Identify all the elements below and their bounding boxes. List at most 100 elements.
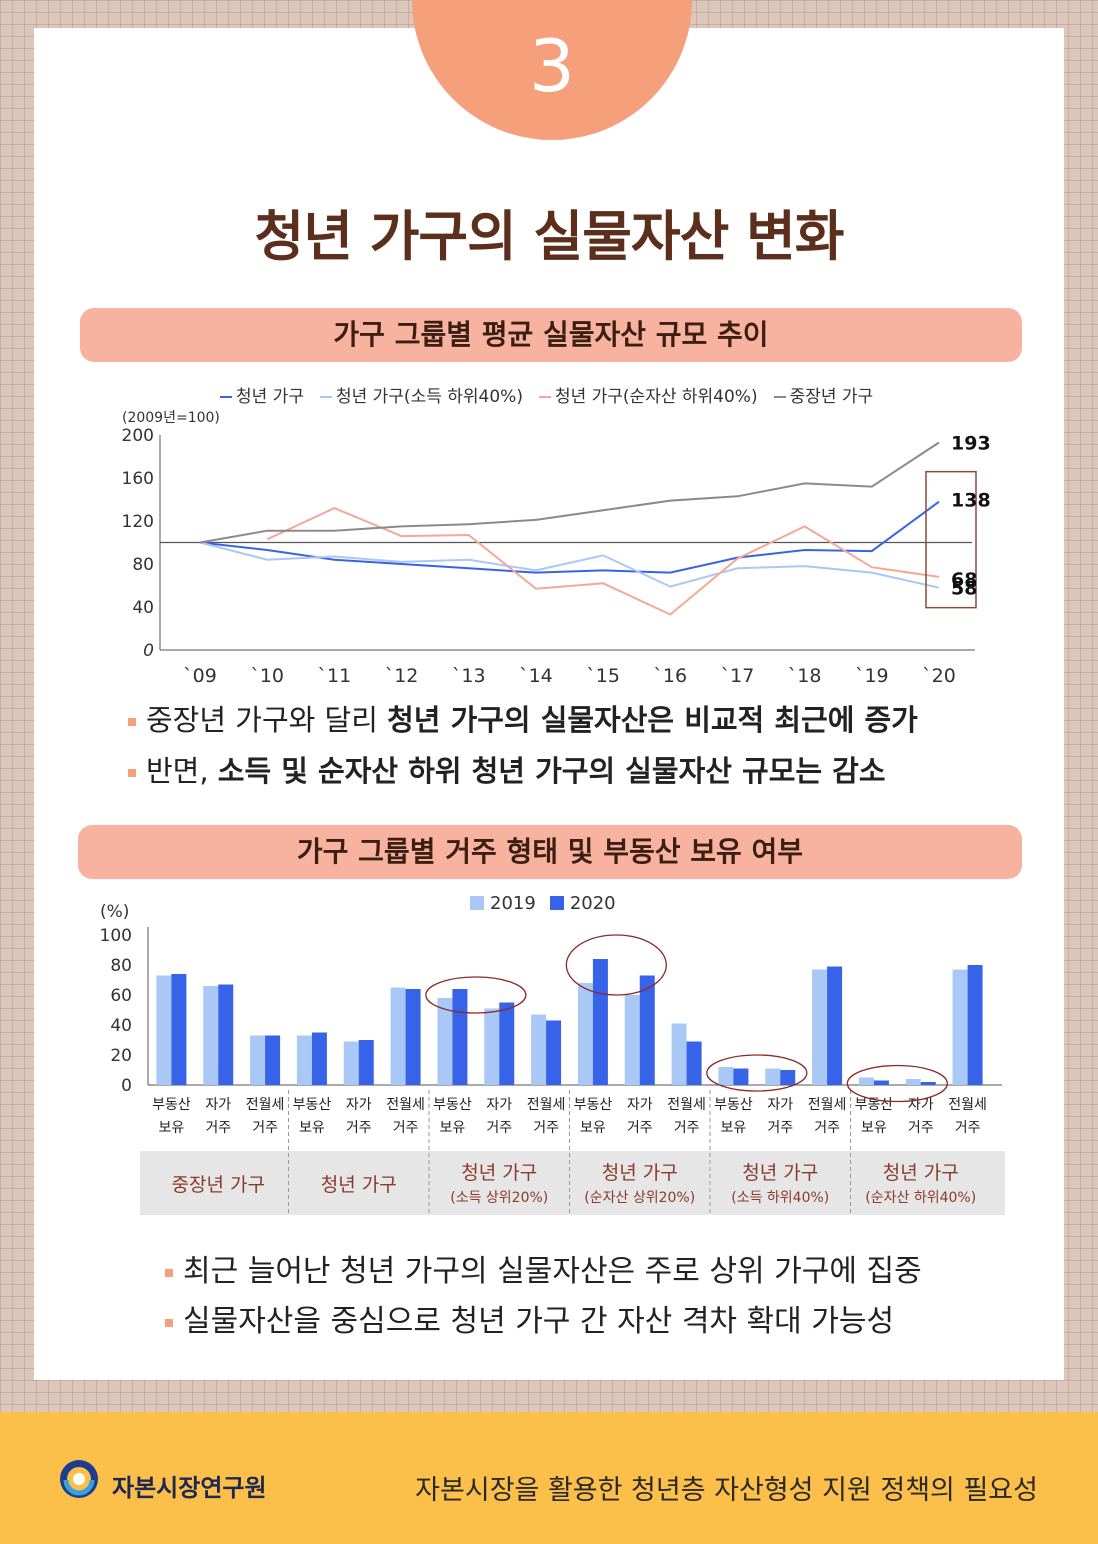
x-tick-label: `17 <box>721 665 755 687</box>
x-tick-label: 거주 <box>533 1120 559 1136</box>
x-tick-label: 거주 <box>346 1120 372 1136</box>
bar <box>905 1079 921 1085</box>
legend-swatch <box>773 396 786 398</box>
footer: 자본시장연구원 자본시장을 활용한 청년층 자산형성 지원 정책의 필요성 <box>0 1412 1098 1544</box>
x-tick-label: 거주 <box>908 1120 934 1136</box>
highlight-ellipse <box>565 934 667 996</box>
x-tick-label: 보유 <box>440 1120 466 1136</box>
x-tick-label: `12 <box>385 665 419 687</box>
x-tick-label: 거주 <box>393 1120 419 1136</box>
bar <box>733 1068 749 1085</box>
x-tick-label: 보유 <box>299 1120 325 1136</box>
x-tick-label: 거주 <box>814 1120 840 1136</box>
bar <box>203 986 219 1085</box>
x-tick-label: 전월세 <box>386 1097 425 1113</box>
x-tick-label: 거주 <box>767 1120 793 1136</box>
group-sublabel: (순자산 상위20%) <box>584 1190 695 1206</box>
bar <box>952 969 968 1085</box>
page-title: 청년 가구의 실물자산 변화 <box>254 205 845 268</box>
x-tick-label: `19 <box>855 665 889 687</box>
y-tick-label: 60 <box>110 986 132 1006</box>
end-value-label: 68 <box>951 569 977 591</box>
footer-subtitle: 자본시장을 활용한 청년층 자산형성 지원 정책의 필요성 <box>415 1475 1038 1506</box>
legend-swatch <box>549 896 564 910</box>
unit-label: (2009년=100) <box>122 410 220 426</box>
group-sublabel: (소득 하위40%) <box>731 1190 829 1206</box>
group-sublabel: (순자산 하위40%) <box>865 1190 976 1206</box>
bullet-2-bold: 소득 및 순자산 하위 청년 가구의 실물자산 규모는 감소 <box>217 754 886 788</box>
bullet-4-text: 실물자산을 중심으로 청년 가구 간 자산 격차 확대 가능성 <box>183 1304 895 1339</box>
legend-swatch <box>538 396 551 398</box>
legend-label: 청년 가구(순자산 하위40%) <box>554 387 758 407</box>
bar <box>780 1070 796 1085</box>
legend-item: 청년 가구(순자산 하위40%) <box>538 387 758 407</box>
bar <box>343 1041 359 1085</box>
x-tick-label: 부동산 <box>574 1097 613 1113</box>
y-tick-label: 40 <box>132 598 154 618</box>
y-tick-label: 80 <box>110 956 132 976</box>
x-tick-label: `10 <box>250 665 284 687</box>
y-tick-label: 0 <box>121 1076 132 1096</box>
x-tick-label: 전월세 <box>808 1097 847 1113</box>
bar <box>873 1080 889 1085</box>
group-label: 중장년 가구 <box>172 1174 265 1196</box>
bar <box>218 984 234 1085</box>
bar <box>265 1035 281 1085</box>
group-label: 청년 가구 <box>742 1162 818 1184</box>
x-tick-label: 거주 <box>252 1120 278 1136</box>
group-label: 청년 가구 <box>883 1162 959 1184</box>
bullet-marker <box>128 769 136 777</box>
bar <box>358 1040 374 1085</box>
x-tick-label: 보유 <box>861 1120 887 1136</box>
bullet-3-text: 최근 늘어난 청년 가구의 실물자산은 주로 상위 가구에 집중 <box>183 1254 922 1289</box>
x-tick-label: 보유 <box>159 1120 185 1136</box>
legend-label: 청년 가구 <box>236 387 304 407</box>
bar <box>156 975 172 1085</box>
y-tick-label: 120 <box>122 512 154 532</box>
bar <box>484 1008 500 1085</box>
x-tick-label: `16 <box>653 665 687 687</box>
legend-item: 청년 가구 <box>220 387 304 407</box>
group-sublabel: (소득 상위20%) <box>450 1190 548 1206</box>
series-line <box>199 541 940 589</box>
y-tick-label: 20 <box>110 1046 132 1066</box>
x-tick-label: 전월세 <box>667 1097 706 1113</box>
bar <box>812 969 828 1085</box>
y-tick-label: 160 <box>122 469 154 489</box>
x-tick-label: `14 <box>519 665 553 687</box>
bar <box>858 1077 874 1085</box>
bar <box>827 966 843 1085</box>
bullet-marker <box>165 1318 173 1327</box>
bar <box>531 1014 547 1085</box>
bar <box>624 995 640 1085</box>
x-tick-label: 보유 <box>721 1120 747 1136</box>
highlight-box <box>925 470 977 609</box>
bar <box>452 989 468 1085</box>
group-label: 청년 가구 <box>321 1174 397 1196</box>
y-tick-label: 0 <box>143 641 154 661</box>
bar <box>390 987 406 1085</box>
legend-item: 2020 <box>549 893 616 914</box>
legend-label: 청년 가구(소득 하위40%) <box>335 387 523 407</box>
x-tick-label: 거주 <box>205 1120 231 1136</box>
y-tick-label: 100 <box>100 926 132 946</box>
bar <box>250 1035 266 1085</box>
highlight-ellipse <box>425 976 527 1014</box>
x-tick-label: `15 <box>586 665 620 687</box>
bar <box>718 1067 734 1085</box>
x-tick-label: 자가 <box>627 1097 653 1113</box>
x-tick-label: 전월세 <box>948 1097 987 1113</box>
x-tick-label: 부동산 <box>293 1097 332 1113</box>
bullet-3: 최근 늘어난 청년 가구의 실물자산은 주로 상위 가구에 집중 <box>165 1246 922 1290</box>
bullet-1: 중장년 가구와 달리 청년 가구의 실물자산은 비교적 최근에 증가 <box>128 697 918 739</box>
bar <box>171 974 187 1085</box>
x-tick-label: 부동산 <box>433 1097 472 1113</box>
bar <box>765 1068 781 1085</box>
x-tick-label: 자가 <box>486 1097 512 1113</box>
x-tick-label: `20 <box>922 665 956 687</box>
x-tick-label: 자가 <box>346 1097 372 1113</box>
legend-item: 청년 가구(소득 하위40%) <box>319 387 523 407</box>
legend-label: 2020 <box>569 893 616 914</box>
series-line <box>266 507 940 616</box>
